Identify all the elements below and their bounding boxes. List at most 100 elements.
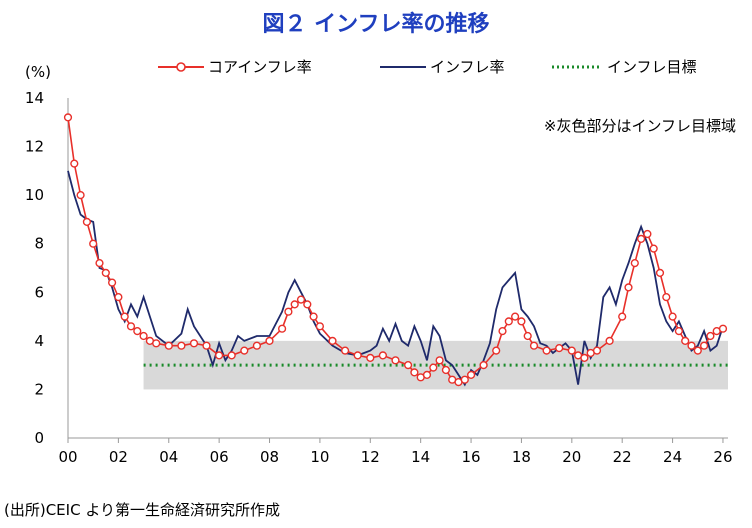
y-tick-label-0: 0	[34, 429, 44, 447]
core-inflation-point-43	[441, 365, 451, 375]
core-inflation-point-69	[649, 244, 658, 253]
core-inflation-point-25	[284, 307, 293, 316]
x-tick-label-16: 16	[462, 448, 481, 466]
core-inflation-point-65	[624, 283, 633, 292]
core-inflation-point-24	[278, 324, 287, 333]
core-inflation-point-71	[662, 293, 671, 302]
core-inflation-point-29	[309, 312, 318, 321]
core-inflation-point-11	[133, 327, 142, 336]
series-layer	[63, 113, 728, 387]
x-tick-label-10: 10	[310, 448, 329, 466]
core-inflation-point-27	[296, 295, 306, 304]
source-note: (出所)CEIC より第一生命経済研究所作成	[4, 501, 281, 519]
x-tick-label-20: 20	[562, 448, 581, 466]
legend-item-inflation: インフレ率	[380, 58, 505, 76]
y-tick-label-6: 6	[34, 283, 44, 301]
core-inflation-point-30	[315, 322, 325, 331]
core-inflation-point-70	[655, 268, 665, 278]
legend-label-core-inflation: コアインフレ率	[208, 58, 312, 76]
core-inflation-point-47	[467, 370, 476, 380]
core-inflation-point-32	[341, 346, 350, 355]
legend-item-core-inflation: コアインフレ率	[158, 58, 312, 76]
core-inflation-point-14	[152, 339, 161, 348]
x-tick-label-12: 12	[361, 448, 380, 466]
core-inflation-point-53	[517, 317, 526, 326]
core-inflation-point-1	[70, 159, 79, 168]
core-inflation-point-51	[504, 317, 513, 326]
x-tick-label-06: 06	[210, 448, 229, 466]
y-tick-label-8: 8	[34, 235, 44, 253]
core-inflation-point-0	[63, 113, 73, 122]
core-inflation-point-78	[706, 331, 715, 341]
core-inflation-point-8	[114, 293, 123, 302]
core-inflation-point-12	[139, 331, 148, 341]
x-tick-label-00: 00	[58, 448, 77, 466]
core-inflation-point-80	[718, 324, 728, 333]
core-inflation-point-22	[252, 341, 262, 350]
legend-label-inflation-target: インフレ目標	[607, 58, 697, 76]
core-inflation-point-37	[404, 361, 413, 370]
x-tick-label-18: 18	[512, 448, 531, 466]
x-tick-label-04: 04	[159, 448, 178, 466]
core-inflation-point-34	[366, 353, 375, 363]
core-inflation-point-60	[580, 353, 589, 363]
core-inflation-point-4	[89, 239, 98, 248]
core-inflation-point-72	[668, 312, 677, 321]
core-inflation-point-21	[240, 346, 249, 355]
core-inflation-point-58	[567, 346, 576, 355]
core-inflation-point-63	[605, 336, 614, 346]
core-inflation-point-66	[630, 259, 639, 268]
core-inflation-point-20	[227, 351, 236, 360]
core-inflation-point-62	[592, 346, 602, 355]
y-tick-label-12: 12	[25, 138, 44, 156]
core-inflation-point-46	[460, 375, 469, 384]
target-band-note: ※灰色部分はインフレ目標域	[544, 117, 736, 135]
core-inflation-point-67	[636, 234, 646, 244]
core-inflation-point-54	[523, 331, 532, 341]
core-inflation-point-6	[101, 268, 110, 278]
y-tick-label-10: 10	[25, 186, 44, 204]
core-inflation-point-64	[618, 312, 627, 321]
x-tick-label-02: 02	[109, 448, 128, 466]
core-inflation-point-17	[189, 339, 199, 348]
core-inflation-point-31	[328, 336, 337, 346]
y-axis-unit: (%)	[25, 63, 51, 81]
y-tick-label-14: 14	[25, 89, 44, 107]
legend-item-inflation-target: インフレ目標	[552, 58, 697, 76]
x-tick-label-26: 26	[713, 448, 732, 466]
core-inflation-point-77	[699, 341, 709, 350]
x-tick-label-08: 08	[260, 448, 279, 466]
core-inflation-point-10	[126, 322, 136, 331]
core-inflation-point-35	[378, 351, 388, 360]
core-inflation-point-40	[422, 370, 432, 380]
core-inflation-point-48	[479, 361, 488, 370]
y-tick-label-4: 4	[34, 332, 44, 350]
y-tick-label-2: 2	[34, 380, 44, 398]
core-inflation-point-7	[107, 278, 117, 287]
core-inflation-point-73	[674, 327, 684, 336]
core-inflation-point-18	[202, 341, 211, 350]
core-inflation-point-41	[429, 363, 438, 372]
core-inflation-point-76	[693, 346, 702, 355]
core-inflation-point-56	[542, 346, 551, 355]
core-inflation-point-74	[681, 336, 690, 346]
series-line-inflation	[67, 170, 724, 387]
core-inflation-point-16	[177, 341, 186, 350]
core-inflation-point-3	[82, 217, 92, 227]
core-inflation-point-38	[410, 368, 419, 377]
core-inflation-point-26	[290, 300, 299, 309]
x-tick-label-22: 22	[613, 448, 632, 466]
core-inflation-point-36	[391, 356, 400, 365]
core-inflation-point-50	[498, 327, 507, 336]
x-tick-label-24: 24	[663, 448, 682, 466]
legend-label-inflation: インフレ率	[430, 58, 505, 76]
core-inflation-point-5	[95, 259, 104, 268]
core-inflation-point-33	[353, 351, 362, 360]
core-inflation-point-9	[120, 312, 129, 321]
core-inflation-point-15	[164, 341, 173, 350]
x-tick-label-14: 14	[411, 448, 430, 466]
chart-title: 図２ インフレ率の推移	[263, 11, 490, 37]
core-inflation-point-57	[555, 344, 564, 353]
